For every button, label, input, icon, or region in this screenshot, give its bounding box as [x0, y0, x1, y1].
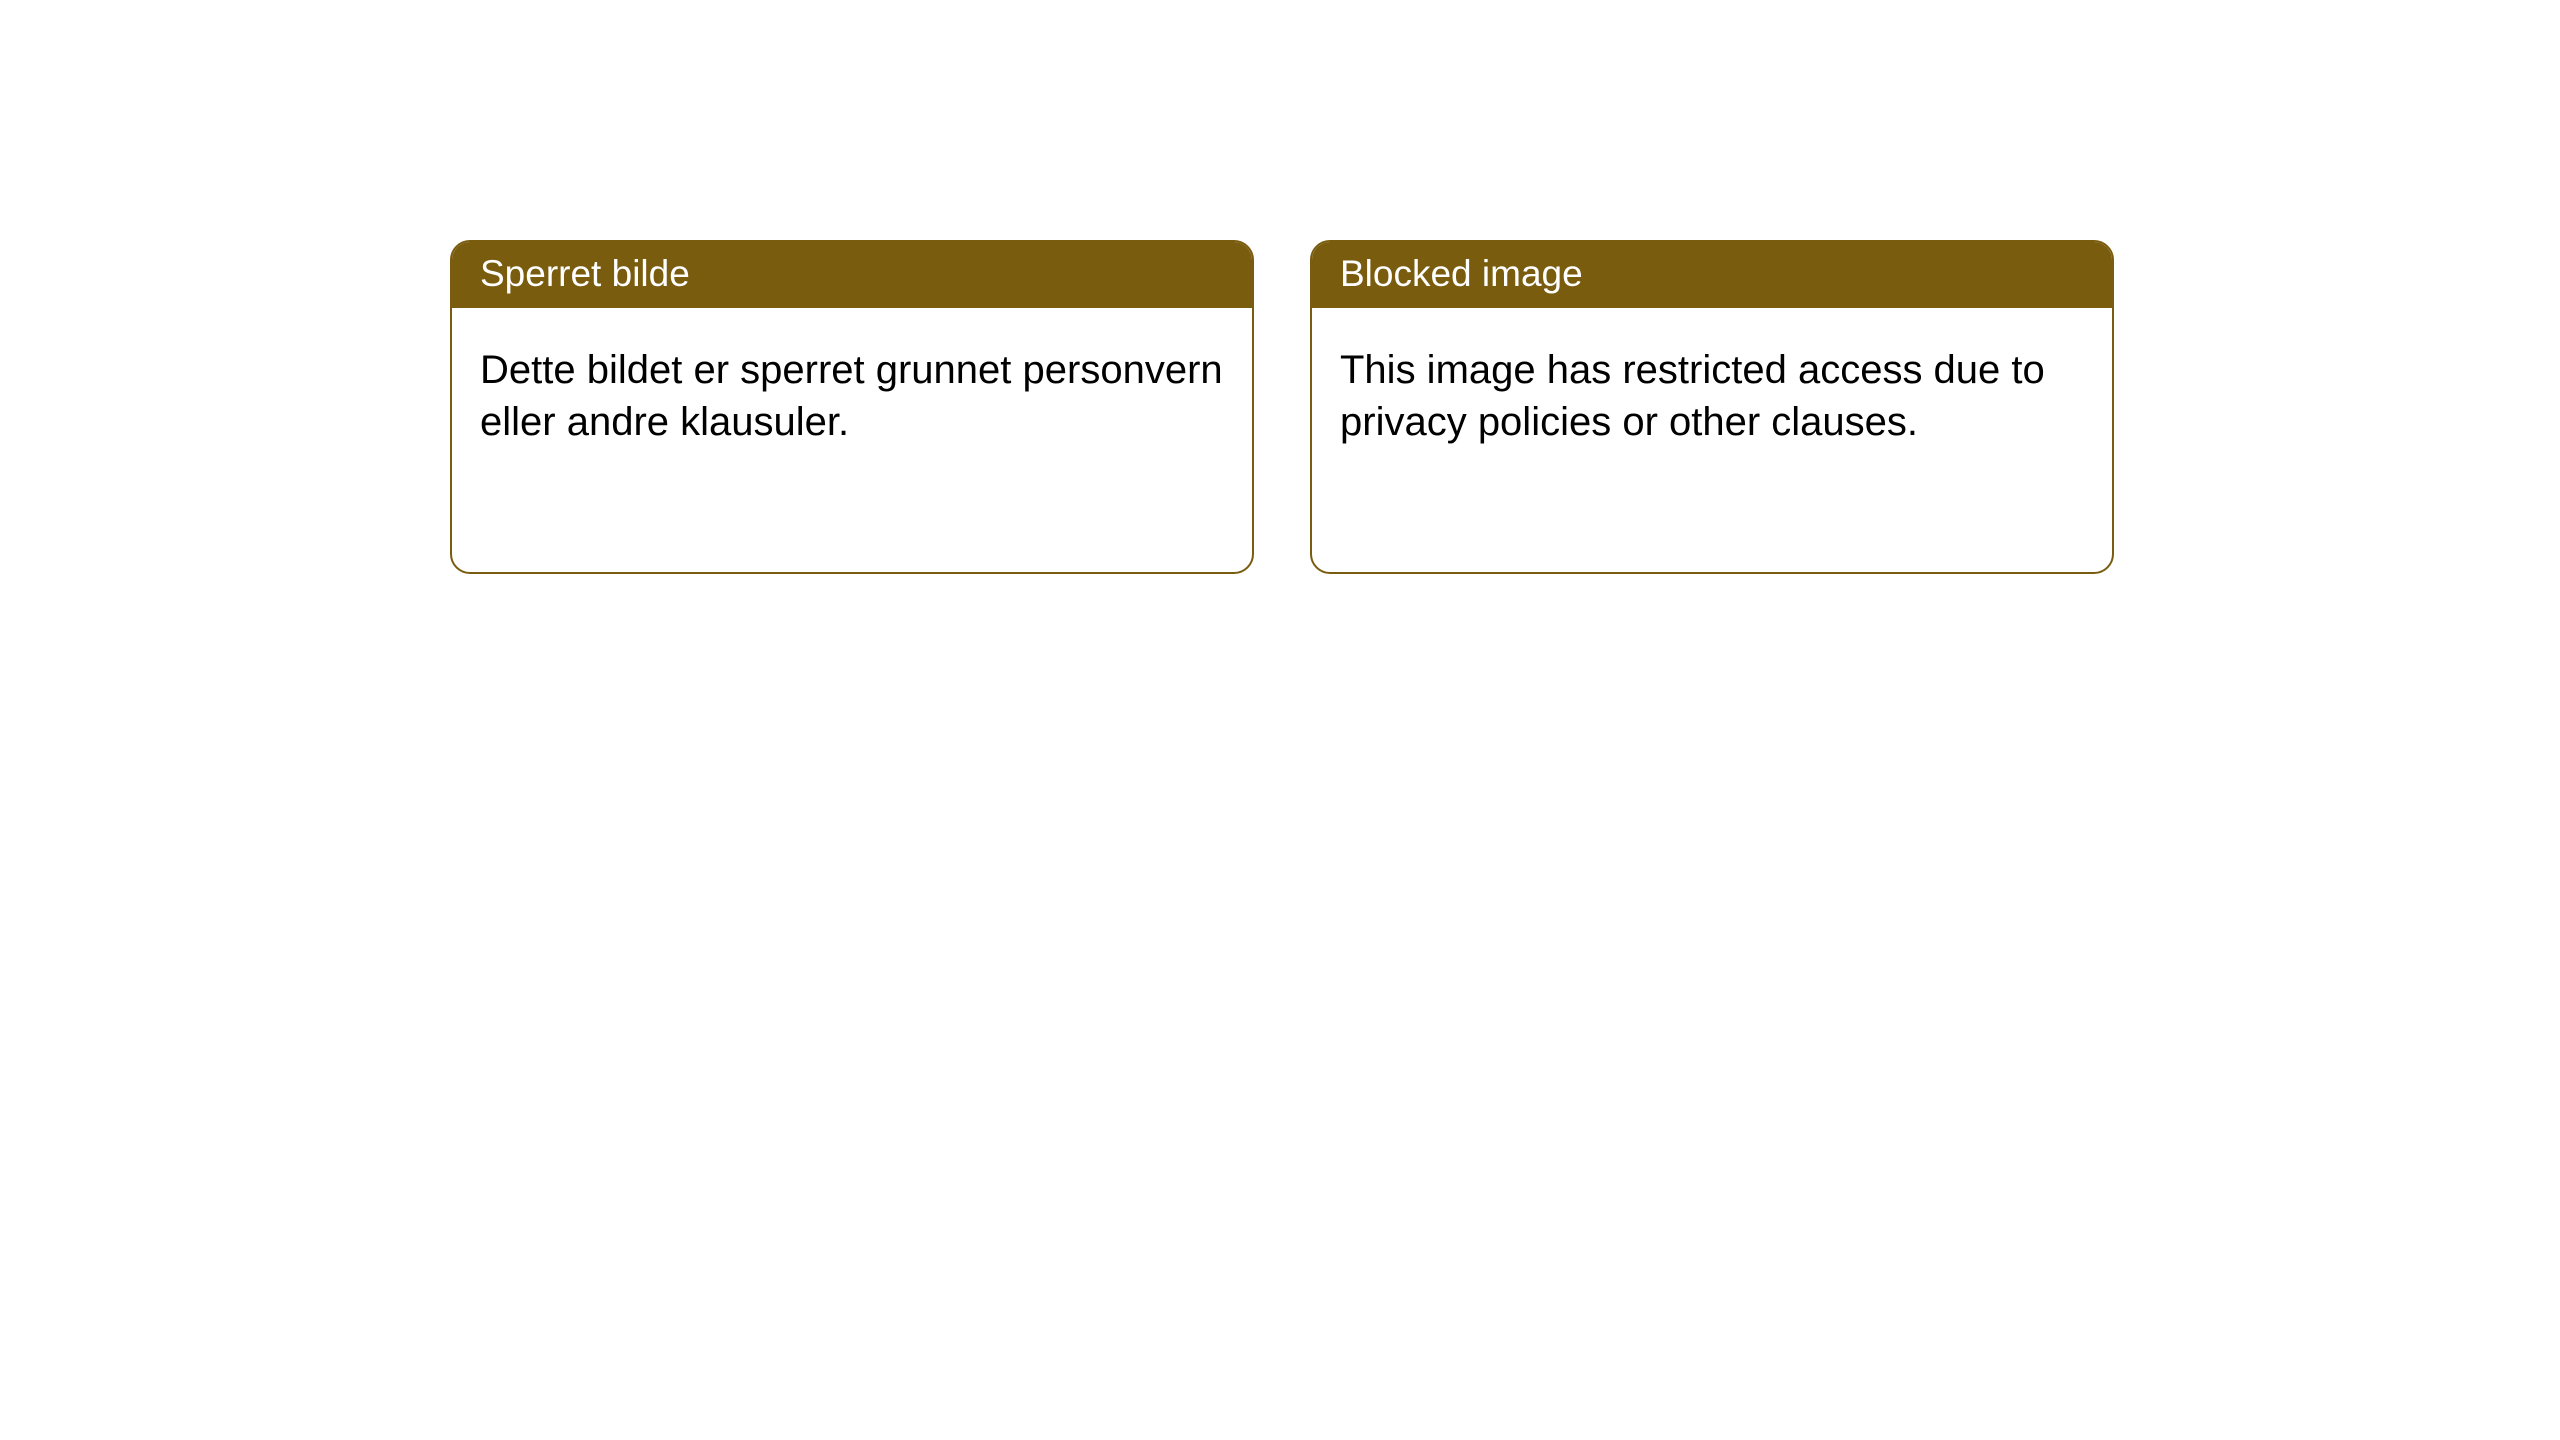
notice-body: This image has restricted access due to …: [1312, 308, 2112, 484]
notice-title: Blocked image: [1312, 242, 2112, 308]
notice-card-norwegian: Sperret bilde Dette bildet er sperret gr…: [450, 240, 1254, 574]
notice-card-english: Blocked image This image has restricted …: [1310, 240, 2114, 574]
notice-title: Sperret bilde: [452, 242, 1252, 308]
notice-container: Sperret bilde Dette bildet er sperret gr…: [0, 0, 2560, 574]
notice-body: Dette bildet er sperret grunnet personve…: [452, 308, 1252, 484]
